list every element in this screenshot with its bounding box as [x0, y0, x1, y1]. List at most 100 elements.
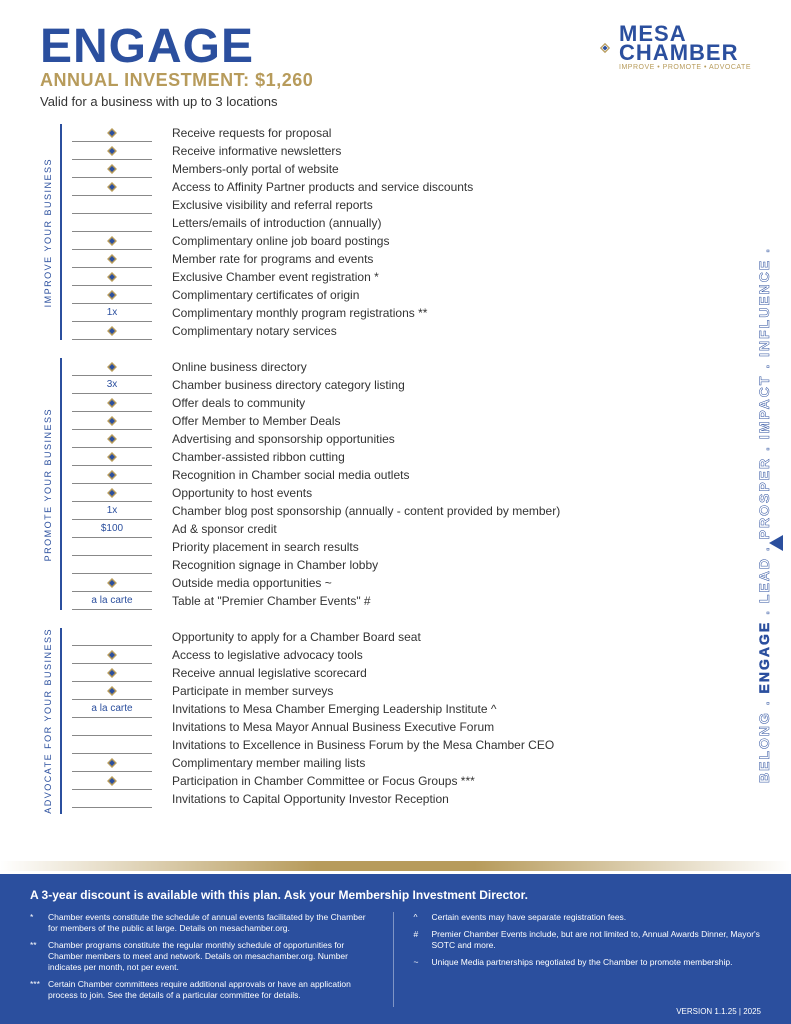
benefit-row: Letters/emails of introduction (annually…	[72, 214, 711, 232]
benefit-text: Invitations to Capital Opportunity Inves…	[152, 792, 711, 806]
section-label: IMPROVE YOUR BUSINESS	[40, 124, 62, 340]
benefit-row: Offer deals to community	[72, 394, 711, 412]
benefit-text: Receive requests for proposal	[152, 126, 711, 140]
benefit-text: Offer Member to Member Deals	[152, 414, 711, 428]
benefits-sections: IMPROVE YOUR BUSINESS Receive requests fo…	[40, 124, 711, 814]
benefit-row: Complimentary certificates of origin	[72, 286, 711, 304]
benefit-row: Outside media opportunities ~	[72, 574, 711, 592]
benefit-badge: 1x	[72, 502, 152, 520]
plan-title: ENGAGE	[40, 25, 313, 68]
benefit-text: Complimentary notary services	[152, 324, 711, 338]
benefit-text: Chamber-assisted ribbon cutting	[152, 450, 711, 464]
benefit-badge	[72, 268, 152, 286]
benefit-row: Members-only portal of website	[72, 160, 711, 178]
footnotes-left: *Chamber events constitute the schedule …	[30, 912, 394, 1007]
logo-diamond-icon	[599, 42, 611, 54]
benefit-row: Online business directory	[72, 358, 711, 376]
benefit-row: Opportunity to apply for a Chamber Board…	[72, 628, 711, 646]
benefit-badge	[72, 214, 152, 232]
benefit-badge	[72, 196, 152, 214]
benefit-row: Advertising and sponsorship opportunitie…	[72, 430, 711, 448]
benefit-badge: a la carte	[72, 700, 152, 718]
benefit-row: a la carteTable at "Premier Chamber Even…	[72, 592, 711, 610]
benefit-text: Chamber blog post sponsorship (annually …	[152, 504, 711, 518]
version-text: VERSION 1.1.25 | 2025	[676, 1007, 761, 1016]
pillars-sidebar: BELONG . ENGAGE . LEAD . PROSPER . IMPAC…	[751, 140, 776, 890]
section-label: PROMOTE YOUR BUSINESS	[40, 358, 62, 610]
gold-divider	[0, 861, 791, 871]
benefit-text: Participation in Chamber Committee or Fo…	[152, 774, 711, 788]
benefit-text: Complimentary online job board postings	[152, 234, 711, 248]
benefit-row: Complimentary member mailing lists	[72, 754, 711, 772]
logo-line2: CHAMBER	[619, 44, 751, 63]
benefit-row: Recognition signage in Chamber lobby	[72, 556, 711, 574]
footer: A 3-year discount is available with this…	[0, 874, 791, 1024]
benefit-text: Exclusive visibility and referral report…	[152, 198, 711, 212]
benefit-badge	[72, 124, 152, 142]
plan-validity: Valid for a business with up to 3 locati…	[40, 94, 313, 109]
benefit-row: Exclusive Chamber event registration *	[72, 268, 711, 286]
benefit-badge	[72, 772, 152, 790]
benefit-text: Complimentary certificates of origin	[152, 288, 711, 302]
benefit-badge	[72, 286, 152, 304]
benefit-badge	[72, 754, 152, 772]
benefit-row: a la carteInvitations to Mesa Chamber Em…	[72, 700, 711, 718]
benefit-text: Access to Affinity Partner products and …	[152, 180, 711, 194]
benefit-text: Table at "Premier Chamber Events" #	[152, 594, 711, 608]
benefit-badge	[72, 160, 152, 178]
benefit-badge	[72, 664, 152, 682]
logo-tagline: IMPROVE • PROMOTE • ADVOCATE	[619, 64, 751, 71]
benefit-badge: a la carte	[72, 592, 152, 610]
section-label: ADVOCATE FOR YOUR BUSINESS	[40, 628, 62, 814]
footnote: **Chamber programs constitute the regula…	[30, 940, 378, 973]
benefit-badge: 3x	[72, 376, 152, 394]
benefit-row: Complimentary notary services	[72, 322, 711, 340]
benefit-row: Chamber-assisted ribbon cutting	[72, 448, 711, 466]
active-tier-marker	[769, 535, 783, 551]
benefit-badge	[72, 178, 152, 196]
benefit-badge	[72, 718, 152, 736]
benefit-text: Members-only portal of website	[152, 162, 711, 176]
benefit-badge	[72, 484, 152, 502]
benefit-badge	[72, 682, 152, 700]
benefit-text: Offer deals to community	[152, 396, 711, 410]
benefit-text: Invitations to Mesa Mayor Annual Busines…	[152, 720, 711, 734]
benefit-text: Outside media opportunities ~	[152, 576, 711, 590]
benefit-row: Priority placement in search results	[72, 538, 711, 556]
benefit-row: Access to Affinity Partner products and …	[72, 178, 711, 196]
benefit-badge	[72, 232, 152, 250]
plan-price: ANNUAL INVESTMENT: $1,260	[40, 70, 313, 91]
benefit-badge	[72, 394, 152, 412]
benefit-row: Recognition in Chamber social media outl…	[72, 466, 711, 484]
footnote: *Chamber events constitute the schedule …	[30, 912, 378, 934]
benefit-row: 3xChamber business directory category li…	[72, 376, 711, 394]
benefit-badge	[72, 646, 152, 664]
benefit-text: Advertising and sponsorship opportunitie…	[152, 432, 711, 446]
benefit-badge	[72, 322, 152, 340]
benefit-badge	[72, 790, 152, 808]
benefit-row: Participate in member surveys	[72, 682, 711, 700]
footnote: ***Certain Chamber committees require ad…	[30, 979, 378, 1001]
footnote: ^Certain events may have separate regist…	[414, 912, 762, 923]
benefit-badge	[72, 736, 152, 754]
benefit-text: Priority placement in search results	[152, 540, 711, 554]
benefit-text: Receive annual legislative scorecard	[152, 666, 711, 680]
benefit-badge	[72, 466, 152, 484]
page-header: ENGAGE ANNUAL INVESTMENT: $1,260 Valid f…	[40, 25, 751, 109]
benefit-badge	[72, 628, 152, 646]
benefit-row: Participation in Chamber Committee or Fo…	[72, 772, 711, 790]
benefit-row: Invitations to Excellence in Business Fo…	[72, 736, 711, 754]
footnote: ~Unique Media partnerships negotiated by…	[414, 957, 762, 968]
benefit-badge	[72, 250, 152, 268]
benefit-badge	[72, 430, 152, 448]
benefit-row: Exclusive visibility and referral report…	[72, 196, 711, 214]
benefit-text: Online business directory	[152, 360, 711, 374]
footnotes-right: ^Certain events may have separate regist…	[414, 912, 762, 1007]
benefit-row: Access to legislative advocacy tools	[72, 646, 711, 664]
benefit-text: Complimentary monthly program registrati…	[152, 306, 711, 320]
benefit-row: Receive annual legislative scorecard	[72, 664, 711, 682]
benefit-text: Invitations to Mesa Chamber Emerging Lea…	[152, 702, 711, 716]
benefit-text: Participate in member surveys	[152, 684, 711, 698]
benefit-row: Invitations to Capital Opportunity Inves…	[72, 790, 711, 808]
benefit-badge	[72, 358, 152, 376]
